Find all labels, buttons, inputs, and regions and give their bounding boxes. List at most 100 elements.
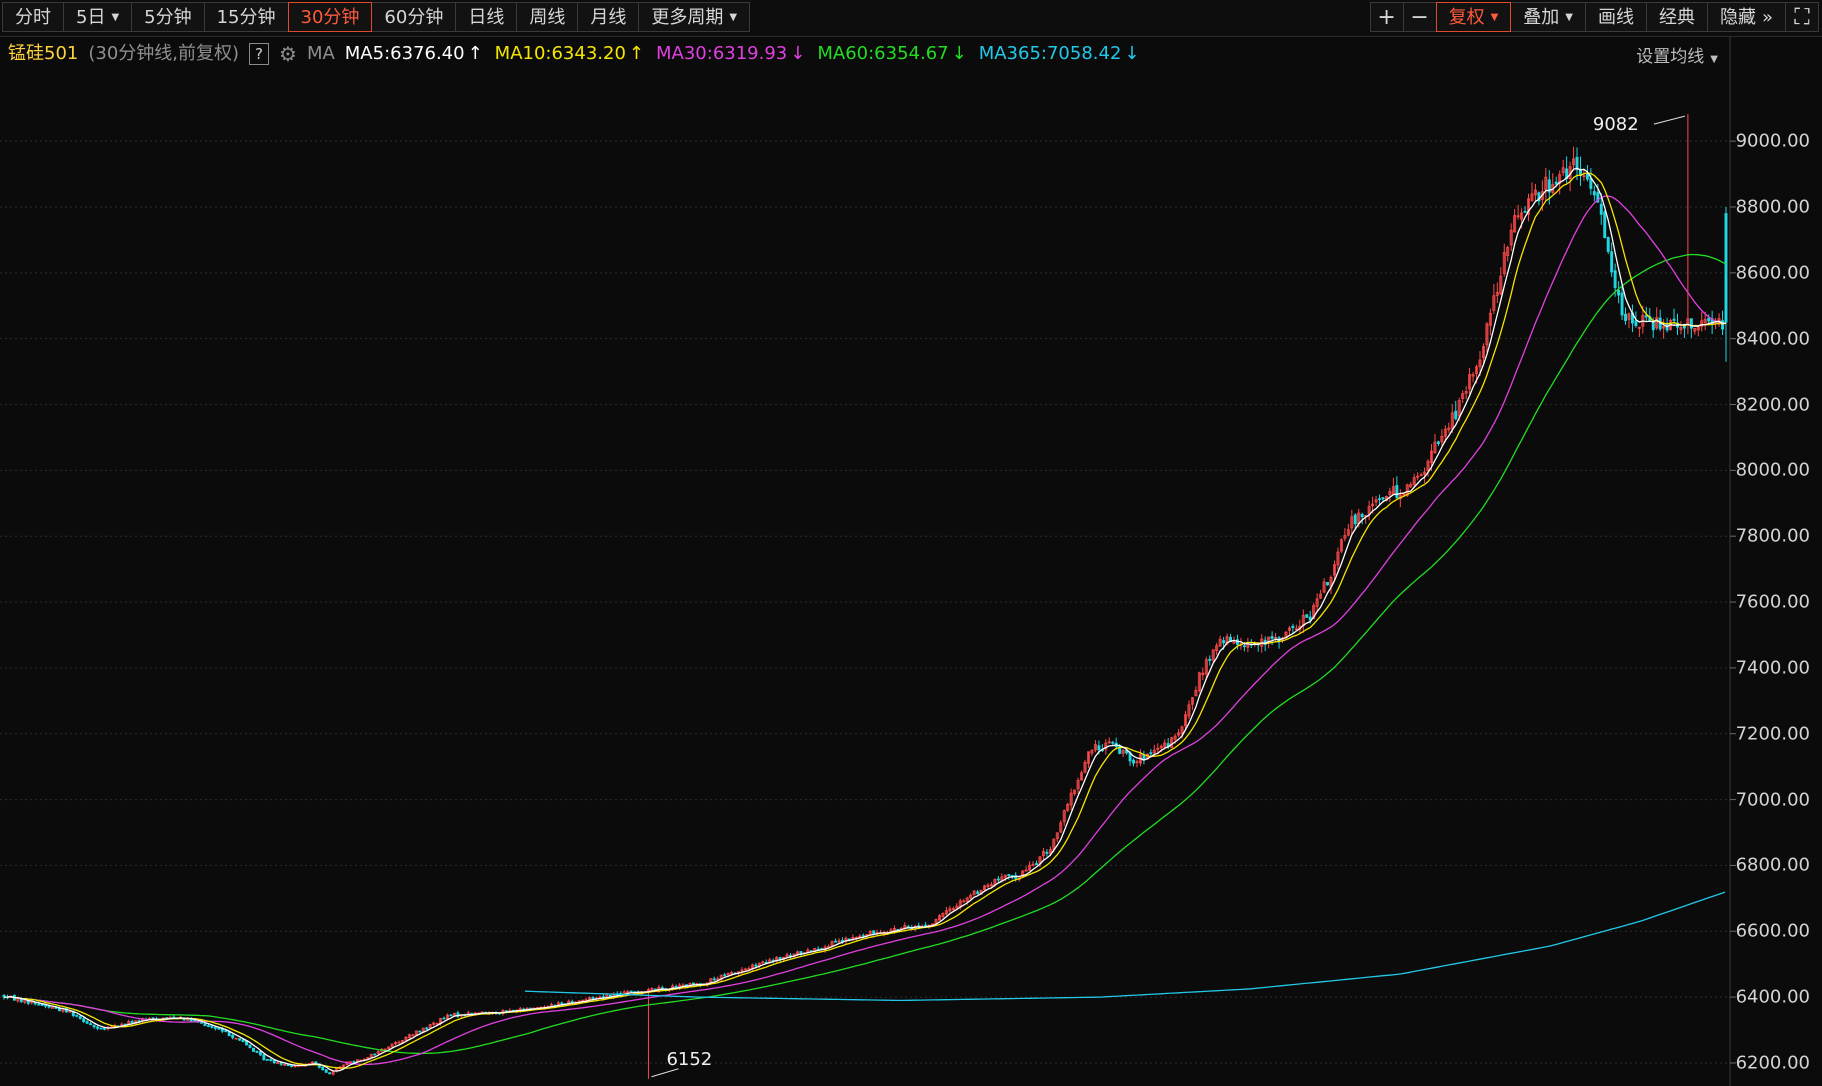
candle-body	[1703, 319, 1707, 324]
candle-body	[1132, 759, 1135, 764]
candle-body	[418, 1030, 422, 1033]
high-pointer	[1653, 115, 1686, 125]
toolbar-button-label: 画线	[1597, 7, 1634, 28]
chart-legend: 锰硅501 (30分钟线,前复权) ? ⚙ MA MA5:6376.40 ↑ MA1…	[8, 40, 1140, 68]
toolbar-button-3[interactable]: 经典	[1645, 2, 1708, 32]
ma60-line	[3, 253, 1727, 1055]
candle-body	[1561, 167, 1565, 174]
ma-value-text: MA60:6354.67	[817, 43, 949, 64]
y-tick-label: 6800.00	[1735, 854, 1810, 876]
symbol-name[interactable]: 锰硅501	[8, 43, 79, 64]
candle-body	[411, 1034, 415, 1037]
toolbar-button-4[interactable]: 隐藏»	[1706, 2, 1786, 32]
candle-body	[1076, 779, 1080, 790]
candle-body	[78, 1016, 82, 1020]
tab-period-2[interactable]: 5分钟	[131, 2, 205, 32]
candle-body	[1156, 747, 1160, 750]
candle-body	[1135, 761, 1139, 764]
ma-value-4: MA365:7058.42 ↓	[979, 40, 1140, 68]
ma-value-2: MA30:6319.93 ↓	[656, 40, 805, 68]
fullscreen-icon[interactable]: ⛶	[1785, 2, 1819, 32]
tab-period-0[interactable]: 分时	[2, 2, 64, 32]
candle-body	[1457, 400, 1461, 417]
candle-body	[1582, 175, 1586, 178]
candle-body	[972, 890, 976, 896]
tab-period-8[interactable]: 月线	[577, 2, 640, 32]
candle-body	[626, 991, 630, 994]
candle-body	[1533, 189, 1537, 196]
candle-body	[1294, 628, 1298, 631]
candle-body	[1381, 497, 1385, 500]
candle-body	[283, 1063, 287, 1066]
candle-body	[1599, 203, 1603, 215]
candle-body	[1655, 317, 1659, 329]
y-tick-label: 7600.00	[1735, 591, 1810, 613]
candle-body	[1416, 475, 1420, 478]
candle-body	[938, 915, 941, 921]
candle-body	[47, 1005, 51, 1008]
candle-body	[1090, 750, 1094, 754]
candle-body	[1180, 726, 1184, 734]
candle-body	[1215, 645, 1219, 652]
candle-body	[1360, 514, 1364, 518]
candle-body	[1440, 435, 1444, 443]
y-tick-label: 7800.00	[1735, 525, 1810, 547]
candle-body	[51, 1006, 54, 1009]
chart-subtitle: (30分钟线,前复权)	[88, 43, 240, 64]
candle-body	[1287, 627, 1291, 631]
tab-period-label: 5分钟	[144, 7, 192, 28]
candle-body	[861, 935, 865, 937]
candle-body	[716, 978, 720, 981]
candle-body	[1350, 516, 1354, 529]
toolbar-button-label: 叠加	[1523, 7, 1560, 28]
ma-trend-arrow-icon: ↓	[1124, 43, 1140, 64]
tab-period-3[interactable]: 15分钟	[203, 2, 289, 32]
candle-body	[1592, 191, 1596, 196]
help-icon[interactable]: ?	[249, 43, 269, 65]
candle-body	[1149, 752, 1153, 755]
tab-period-9[interactable]: 更多周期 ▼	[638, 2, 751, 32]
candle-body	[1464, 391, 1468, 394]
zoom-in-button[interactable]: +	[1369, 2, 1404, 32]
tab-period-1[interactable]: 5日 ▼	[63, 2, 133, 32]
candle-body	[1066, 804, 1070, 811]
set-ma-button[interactable]: 设置均线 ▼	[1636, 42, 1718, 67]
candle-body	[373, 1053, 377, 1056]
gear-icon[interactable]: ⚙	[279, 42, 297, 66]
candle-body	[425, 1027, 429, 1030]
candle-body	[1423, 471, 1427, 475]
candle-body	[1152, 749, 1156, 754]
candle-body	[1700, 320, 1704, 327]
candle-body	[1603, 211, 1607, 239]
candle-body	[349, 1061, 352, 1064]
candle-body	[1405, 484, 1409, 496]
tab-period-7[interactable]: 周线	[516, 2, 579, 32]
candle-body	[1187, 704, 1191, 717]
candle-body	[1637, 326, 1641, 329]
zoom-out-button[interactable]: −	[1402, 2, 1437, 32]
tab-period-4[interactable]: 30分钟	[287, 2, 373, 32]
candle-body	[1721, 320, 1725, 330]
candle-body	[432, 1022, 436, 1025]
candle-body	[951, 908, 955, 910]
candle-body	[1367, 506, 1371, 515]
candle-body	[1523, 211, 1527, 213]
candle-body	[1041, 851, 1045, 857]
toolbar-button-2[interactable]: 画线	[1584, 2, 1647, 32]
ma-value-1: MA10:6343.20 ↑	[495, 40, 644, 68]
candle-body	[723, 974, 727, 977]
candle-body	[1031, 863, 1035, 866]
toolbar-button-0[interactable]: 复权 ▼	[1435, 2, 1512, 32]
tab-period-6[interactable]: 日线	[455, 2, 518, 32]
candle-body	[1055, 832, 1059, 840]
candle-body	[1305, 614, 1309, 618]
chevron-down-icon: ▼	[729, 12, 738, 23]
y-tick-label: 7200.00	[1735, 723, 1810, 745]
candle-body	[1454, 410, 1458, 420]
toolbar-button-1[interactable]: 叠加 ▼	[1510, 2, 1586, 32]
candle-body	[1059, 822, 1063, 833]
candle-body	[931, 923, 935, 926]
candle-body	[1211, 649, 1215, 661]
candle-body	[1163, 742, 1167, 748]
